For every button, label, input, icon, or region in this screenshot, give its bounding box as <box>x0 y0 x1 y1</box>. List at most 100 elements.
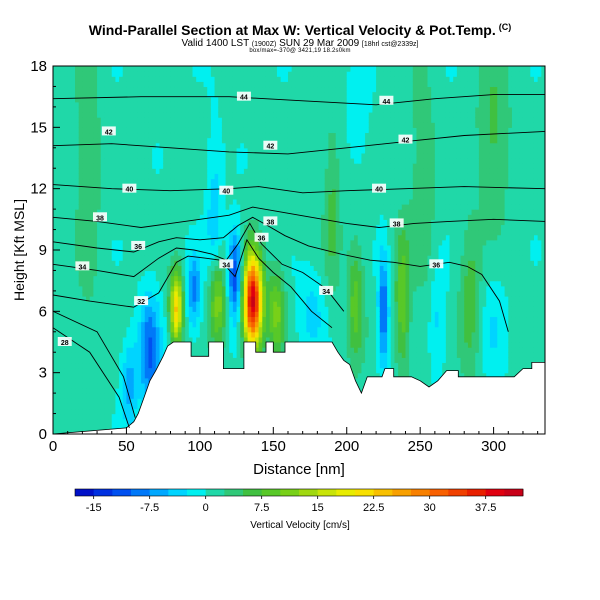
velocity-cell <box>192 260 197 266</box>
velocity-cell <box>199 224 205 231</box>
velocity-cell <box>299 255 304 261</box>
velocity-cell <box>196 122 201 128</box>
velocity-cell <box>207 316 212 323</box>
velocity-cell <box>203 142 208 149</box>
velocity-cell <box>115 224 120 231</box>
velocity-cell <box>93 280 98 287</box>
velocity-cell <box>251 81 256 88</box>
velocity-cell <box>207 96 212 103</box>
velocity-cell <box>214 311 219 318</box>
velocity-cell <box>67 127 72 134</box>
velocity-cell <box>295 285 300 292</box>
velocity-cell <box>64 290 69 297</box>
velocity-cell <box>247 198 252 205</box>
velocity-cell <box>188 224 194 231</box>
velocity-cell <box>210 326 216 333</box>
velocity-cell <box>243 209 249 215</box>
velocity-cell <box>97 142 102 149</box>
velocity-cell <box>251 112 256 118</box>
velocity-cell <box>192 132 197 139</box>
velocity-cell <box>115 96 120 103</box>
velocity-cell <box>181 290 186 297</box>
velocity-cell <box>291 178 296 185</box>
velocity-cell <box>60 280 65 287</box>
velocity-cell <box>185 234 190 241</box>
velocity-cell <box>75 158 80 164</box>
velocity-cell <box>192 347 197 353</box>
velocity-cell <box>258 224 263 231</box>
velocity-cell <box>214 112 219 118</box>
velocity-cell <box>119 229 124 236</box>
velocity-cell <box>159 132 164 139</box>
velocity-cell <box>75 239 80 246</box>
velocity-cell <box>170 132 175 139</box>
velocity-cell <box>210 296 216 302</box>
velocity-cell <box>97 372 102 379</box>
velocity-cell <box>137 86 142 93</box>
velocity-cell <box>82 316 87 323</box>
velocity-cell <box>192 183 197 190</box>
velocity-cell <box>251 188 256 195</box>
velocity-cell <box>295 101 300 108</box>
velocity-cell <box>108 382 113 389</box>
velocity-cell <box>159 137 164 144</box>
velocity-cell <box>144 168 150 174</box>
velocity-cell <box>137 388 142 394</box>
velocity-cell <box>262 321 267 328</box>
velocity-cell <box>78 193 83 200</box>
velocity-cell <box>152 127 157 134</box>
velocity-cell <box>273 296 278 302</box>
velocity-cell <box>214 244 219 251</box>
velocity-cell <box>280 81 285 88</box>
velocity-cell <box>97 193 102 200</box>
velocity-cell <box>236 250 241 256</box>
velocity-cell <box>232 96 238 103</box>
velocity-cell <box>302 321 307 328</box>
velocity-cell <box>280 306 285 312</box>
velocity-cell <box>144 290 150 297</box>
velocity-cell <box>199 316 205 323</box>
velocity-cell <box>181 316 186 323</box>
velocity-cell <box>185 91 190 98</box>
velocity-cell <box>86 106 91 113</box>
velocity-cell <box>299 132 304 139</box>
velocity-cell <box>53 382 58 389</box>
velocity-cell <box>269 132 274 139</box>
velocity-cell <box>67 122 72 128</box>
velocity-cell <box>247 285 252 292</box>
velocity-cell <box>71 408 76 415</box>
velocity-cell <box>133 71 139 77</box>
velocity-cell <box>221 137 227 144</box>
velocity-cell <box>299 285 304 292</box>
velocity-cell <box>111 398 117 404</box>
velocity-cell <box>56 204 61 210</box>
velocity-cell <box>185 142 190 149</box>
velocity-cell <box>75 234 80 241</box>
velocity-cell <box>163 316 168 323</box>
velocity-cell <box>232 219 238 226</box>
velocity-cell <box>104 347 109 353</box>
velocity-cell <box>108 142 113 149</box>
velocity-cell <box>214 81 219 88</box>
velocity-cell <box>71 127 76 134</box>
velocity-cell <box>133 398 139 404</box>
velocity-cell <box>137 96 142 103</box>
velocity-cell <box>174 86 179 93</box>
velocity-cell <box>188 66 194 72</box>
velocity-cell <box>53 321 58 328</box>
velocity-cell <box>126 260 131 266</box>
velocity-cell <box>258 270 263 277</box>
velocity-cell <box>82 173 87 180</box>
velocity-cell <box>229 239 234 246</box>
velocity-cell <box>141 382 146 389</box>
velocity-cell <box>126 71 131 77</box>
velocity-cell <box>163 188 168 195</box>
velocity-cell <box>299 147 304 154</box>
velocity-cell <box>100 106 105 113</box>
velocity-cell <box>104 193 109 200</box>
velocity-cell <box>163 290 168 297</box>
velocity-cell <box>56 331 61 338</box>
velocity-cell <box>64 403 69 410</box>
velocity-cell <box>177 193 183 200</box>
